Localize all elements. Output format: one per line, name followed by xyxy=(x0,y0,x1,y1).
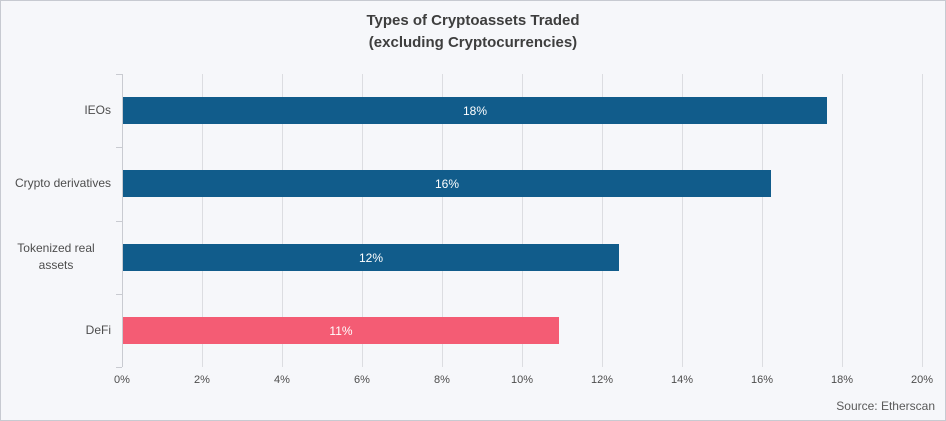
x-tick-label: 14% xyxy=(670,374,694,386)
category-label: Tokenized real assets xyxy=(1,221,111,294)
y-axis-tick xyxy=(116,147,122,148)
y-axis-tick xyxy=(116,74,122,75)
x-tick-label: 20% xyxy=(910,374,934,386)
chart-title-line1: Types of Cryptoassets Traded xyxy=(366,12,580,29)
bar-value-label: 18% xyxy=(462,103,488,118)
gridline xyxy=(442,74,443,367)
category-label-text: Crypto derivatives xyxy=(14,176,111,191)
x-tick-label: 6% xyxy=(354,374,370,386)
gridline xyxy=(762,74,763,367)
chart-title: Types of Cryptoassets Traded (excluding … xyxy=(1,10,945,54)
source-label: Source: Etherscan xyxy=(836,399,935,413)
y-axis-tick xyxy=(116,367,122,368)
x-tick-label: 0% xyxy=(114,374,130,386)
x-tick-label: 4% xyxy=(274,374,290,386)
x-tick-label: 10% xyxy=(510,374,534,386)
category-label-text: Tokenized real assets xyxy=(17,241,95,273)
bar-value-label: 11% xyxy=(329,323,353,338)
gridline xyxy=(282,74,283,367)
bar: 16% xyxy=(123,170,771,197)
x-tick-label: 8% xyxy=(434,374,450,386)
bar: 11% xyxy=(123,317,559,344)
chart-title-line2: (excluding Cryptocurrencies) xyxy=(368,34,578,51)
gridline xyxy=(842,74,843,367)
y-axis-tick xyxy=(116,294,122,295)
bar-value-label: 16% xyxy=(434,176,460,191)
category-label-text: DeFi xyxy=(85,322,111,337)
y-axis-line xyxy=(122,74,123,367)
plot-area: 18% 16% 12% 11% xyxy=(116,74,923,368)
bar-value-label: 12% xyxy=(358,250,384,265)
gridline xyxy=(522,74,523,367)
bar: 18% xyxy=(123,97,827,124)
gridline xyxy=(362,74,363,367)
category-label: DeFi xyxy=(1,294,111,367)
x-tick-label: 18% xyxy=(830,374,854,386)
gridline xyxy=(682,74,683,367)
x-tick-label: 16% xyxy=(750,374,774,386)
category-label-text: IEOs xyxy=(84,103,111,118)
gridline xyxy=(202,74,203,367)
gridline xyxy=(922,74,923,367)
category-label: IEOs xyxy=(1,74,111,147)
x-tick-label: 12% xyxy=(590,374,614,386)
x-tick-label: 2% xyxy=(194,374,210,386)
bar: 12% xyxy=(123,244,619,271)
y-axis-tick xyxy=(116,221,122,222)
gridline xyxy=(602,74,603,367)
category-label: Crypto derivatives xyxy=(1,147,111,220)
